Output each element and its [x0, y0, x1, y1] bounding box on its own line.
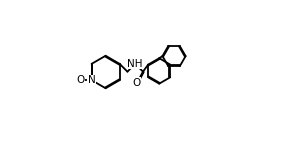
- Text: NH: NH: [128, 59, 143, 69]
- Text: O: O: [132, 78, 141, 88]
- Text: N: N: [88, 75, 95, 85]
- Text: O: O: [76, 75, 85, 85]
